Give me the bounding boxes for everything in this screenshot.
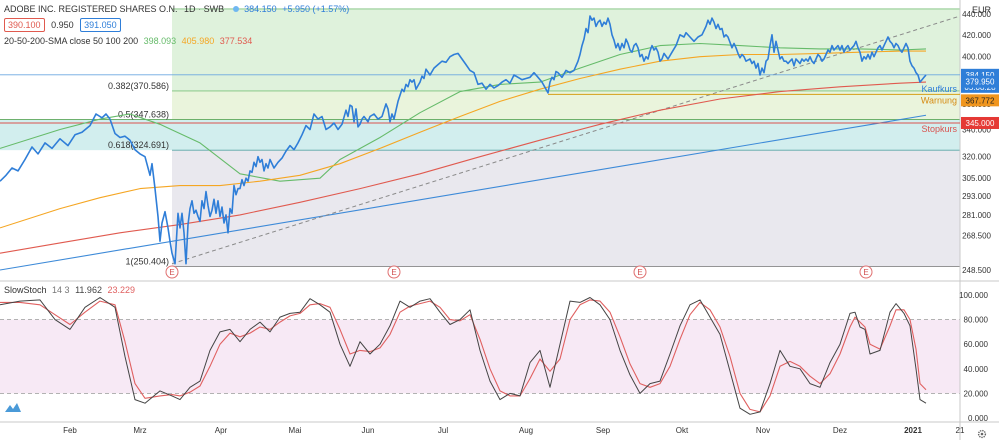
sma100-value: 405.980: [181, 36, 215, 46]
time-tick-label: Sep: [596, 426, 611, 435]
stop-label[interactable]: Stopkurs: [921, 124, 957, 134]
tradingview-logo-icon[interactable]: [4, 400, 22, 414]
time-tick-label: Feb: [63, 426, 77, 435]
stoch-k-line[interactable]: [0, 297, 927, 415]
settings-gear-icon[interactable]: [977, 426, 987, 439]
last-price-badge-text: 384.150: [966, 71, 995, 80]
live-dot-icon: [232, 6, 239, 12]
price-tick-label: 248.500: [962, 266, 991, 275]
stoch-tick-label: 40.000: [964, 365, 989, 374]
earnings-marker-label: E: [391, 268, 396, 277]
ask-box[interactable]: 391.050: [80, 18, 121, 32]
interval-label[interactable]: 1D: [184, 4, 196, 14]
earnings-marker-circle: [165, 265, 179, 279]
sma-line-50[interactable]: [0, 42, 927, 182]
sma50-value: 398.093: [143, 36, 177, 46]
time-tick-label: Dez: [833, 426, 847, 435]
stoch-tick-label: 20.000: [964, 389, 989, 398]
time-tick-label: 21: [956, 426, 965, 435]
earnings-marker-circle: [859, 265, 873, 279]
time-tick-label: Jul: [438, 426, 448, 435]
earnings-marker-circle: [633, 265, 647, 279]
fib-label: 0.618(324.691): [108, 140, 169, 150]
time-tick-label: Jun: [362, 426, 375, 435]
time-tick-label: Apr: [215, 426, 228, 435]
price-tick-label: 340.000: [962, 126, 991, 135]
stoch-band: [0, 319, 960, 394]
stoch-legend[interactable]: SlowStoch 14 3 11.962 23.229: [4, 285, 135, 295]
buy-badge-bg: [961, 75, 999, 88]
stoch-d-value: 23.229: [107, 285, 135, 295]
price-tick-label: 440.000: [962, 10, 991, 19]
warning-badge-bg: [961, 94, 999, 107]
earnings-marker-label: E: [169, 268, 174, 277]
stoch-k-value: 11.962: [75, 285, 102, 295]
trendline-projection[interactable]: [171, 15, 961, 265]
price-line[interactable]: [0, 15, 927, 265]
stoch-params: 14 3: [52, 285, 70, 295]
sma-line-200[interactable]: [0, 81, 927, 254]
earnings-marker[interactable]: E: [859, 265, 873, 279]
bid-ask-row: 390.100 0.950 391.050: [4, 18, 125, 32]
price-tick-label: 400.000: [962, 53, 991, 62]
earnings-marker[interactable]: E: [387, 265, 401, 279]
bid-box[interactable]: 390.100: [4, 18, 45, 32]
chart-header: ADOBE INC. REGISTERED SHARES O.N. 1D · S…: [4, 4, 349, 14]
earnings-marker-circle: [387, 265, 401, 279]
stochastic-pane[interactable]: [0, 297, 927, 415]
price-tick-label: 268.500: [962, 231, 991, 240]
time-tick-label: Aug: [519, 426, 533, 435]
stoch-tick-label: 60.000: [964, 340, 989, 349]
price-tick-label: 305.000: [962, 174, 991, 183]
earnings-marker[interactable]: E: [165, 265, 179, 279]
stop-badge-bg: [961, 116, 999, 129]
earnings-marker[interactable]: E: [633, 265, 647, 279]
earnings-marker-label: E: [863, 268, 868, 277]
time-tick-label: Mrz: [133, 426, 146, 435]
fib-zone-top: [172, 8, 960, 91]
currency-label[interactable]: EUR: [972, 5, 992, 15]
sma-line-100[interactable]: [0, 50, 926, 229]
price-change: +5.950 (+1.57%): [282, 4, 350, 14]
time-tick-label: Mai: [289, 426, 302, 435]
earnings-marker-label: E: [637, 268, 642, 277]
stoch-tick-label: 100.000: [959, 291, 988, 300]
price-tick-label: 293.000: [962, 192, 991, 201]
warning-label[interactable]: Warnung: [921, 95, 957, 105]
sma-legend-label: 20-50-200-SMA close 50 100 200: [4, 36, 139, 46]
time-tick-label: Okt: [676, 426, 689, 435]
price-tick-label: 281.000: [962, 211, 991, 220]
stoch-d-line[interactable]: [0, 299, 927, 413]
buy-badge-text: 379.950: [966, 78, 995, 87]
last-price: 384.150: [244, 4, 277, 14]
symbol-title[interactable]: ADOBE INC. REGISTERED SHARES O.N.: [4, 4, 178, 14]
warning-badge-text: 367.772: [966, 96, 995, 105]
axis-layer: 440.000420.000400.000380.000360.000340.0…: [63, 10, 999, 435]
sma200-value: 377.534: [219, 36, 253, 46]
buy-label[interactable]: Kaufkurs: [921, 84, 957, 94]
spread-value: 0.950: [51, 20, 74, 30]
stoch-tick-label: 80.000: [964, 316, 989, 325]
background-layer: 0.382(370.586) 0.5(347.638) 0.618(324.691)…: [0, 8, 960, 394]
price-tick-label: 420.000: [962, 31, 991, 40]
time-tick-label: Nov: [756, 426, 770, 435]
fib-label: 0.382(370.586): [108, 81, 169, 91]
trendline-support[interactable]: [0, 114, 927, 271]
dot-icon: ·: [198, 4, 202, 14]
fib-label: 1(250.404): [125, 257, 169, 267]
time-tick-label: 2021: [904, 426, 922, 435]
fib-label: 0.5(347.638): [118, 110, 169, 120]
exchange-label: SWB: [203, 4, 225, 14]
stoch-legend-label: SlowStoch: [4, 285, 47, 295]
fib-zone-618-1: [172, 150, 960, 267]
stoch-tick-label: 0.000: [968, 414, 989, 423]
fib-zone-382-50: [172, 90, 960, 120]
sma-legend[interactable]: 20-50-200-SMA close 50 100 200 398.093 4…: [4, 36, 252, 46]
stop-badge-text: 345.000: [966, 119, 995, 128]
price-tick-label: 320.000: [962, 153, 991, 162]
